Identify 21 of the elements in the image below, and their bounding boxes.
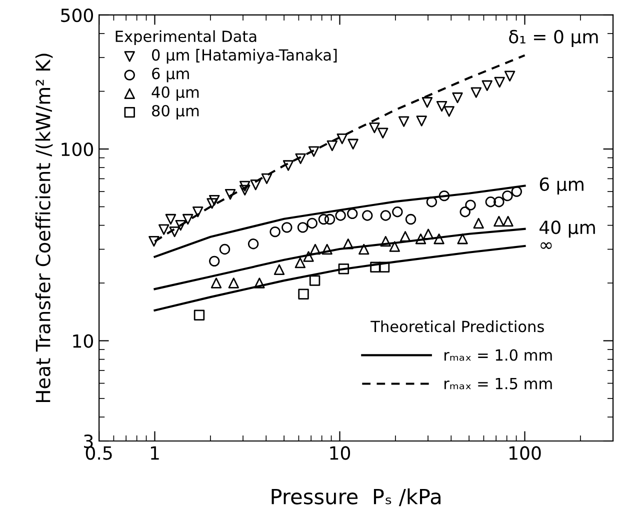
legend-label: 80 μm: [152, 104, 199, 120]
legend-title: Experimental Data: [116, 30, 256, 46]
annotation: δ₁ = 0 μm: [509, 30, 598, 48]
y-tick-label: 500: [61, 8, 93, 22]
legend-label: 40 μm: [152, 86, 199, 101]
y-tick-label: 100: [62, 142, 93, 156]
annotation: 6 μm: [540, 177, 584, 195]
x-tick-label: 100: [510, 446, 541, 460]
y-axis-title: Heat Transfer Coefficient /(kW/m² K): [35, 54, 53, 402]
legend-label: 6 μm: [152, 68, 189, 82]
legend-label: rₘₐₓ = 1.5 mm: [444, 378, 552, 390]
x-axis-title: Pressure Pₛ /kPa: [272, 488, 440, 506]
x-tick-label: 10: [330, 446, 350, 460]
legend-label: 0 μm [Hatamiya-Tanaka]: [152, 48, 337, 64]
annotation: Theoretical Predictions: [370, 320, 544, 332]
y-tick-label: 10: [73, 334, 93, 348]
x-tick-label: 1: [150, 446, 159, 460]
annotation: ∞: [540, 242, 552, 249]
legend-label: rₘₐₓ = 1.0 mm: [444, 349, 552, 361]
x-tick-label: 0.5: [86, 446, 112, 460]
annotation: 40 μm: [540, 220, 595, 238]
